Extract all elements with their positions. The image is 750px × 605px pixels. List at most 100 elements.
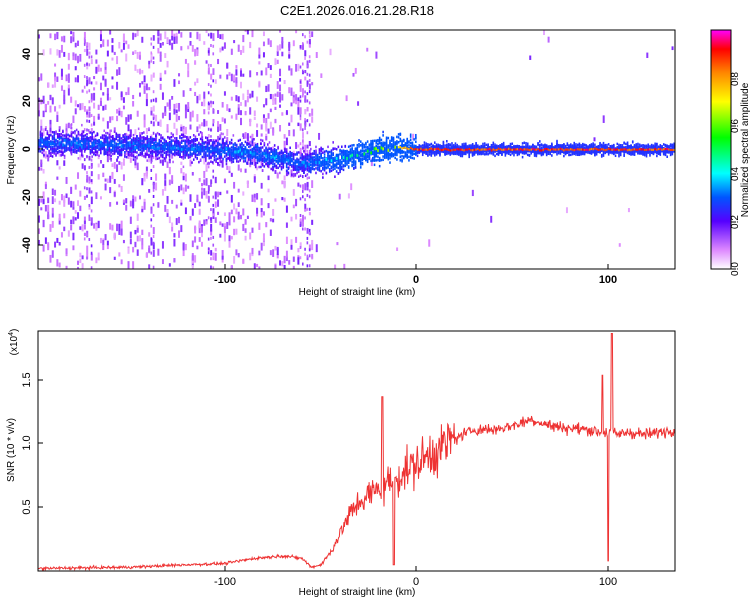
spectrogram-cell [164, 111, 167, 117]
spectrogram-cell [165, 147, 167, 151]
spectrogram-cell [385, 138, 388, 142]
spectrogram-cell [285, 162, 288, 165]
spectrogram-cell [79, 53, 82, 62]
spectrogram-cell [337, 159, 340, 163]
spectrogram-cell [299, 114, 302, 118]
spectrogram-cell [280, 149, 283, 153]
spectrogram-cell [433, 152, 436, 156]
spectrogram-cell [207, 91, 210, 95]
spectrogram-cell [177, 144, 180, 148]
spectrogram-cell [60, 232, 63, 238]
spectrogram-cell [320, 73, 323, 78]
spectrogram-cell [132, 246, 135, 253]
spectrogram-cell [282, 157, 285, 161]
spectrogram-cell [99, 30, 102, 38]
spectrogram-cell [130, 154, 133, 157]
spectrogram-cell [187, 45, 190, 50]
spectrogram-cell [447, 148, 450, 151]
spectrogram-cell [353, 158, 355, 161]
spectrogram-cell [301, 94, 304, 98]
spectrogram-cell [153, 150, 155, 154]
spectrogram-cell [210, 265, 212, 269]
spectrogram-cell [273, 149, 276, 152]
spectrogram-cell [91, 151, 93, 154]
spectrogram-cell [203, 41, 206, 45]
spectrogram-cell [304, 167, 307, 170]
spectrogram-cell [392, 138, 395, 142]
spectrogram-cell [49, 224, 52, 232]
spectrogram-cell [308, 123, 311, 127]
spectrogram-cell [318, 169, 321, 172]
spectrogram-cell [210, 32, 213, 39]
spectrogram-cell [297, 162, 301, 166]
spectrogram-cell [237, 160, 240, 163]
spectrogram-cell [299, 245, 302, 249]
spectrogram-cell [65, 248, 68, 254]
spectrogram-cell [371, 139, 374, 143]
spectrogram-cell [349, 159, 352, 162]
spectrogram-cell [137, 144, 140, 147]
spectrogram-cell [201, 147, 204, 150]
spectrogram-cell [139, 51, 142, 56]
spectrogram-cell [125, 40, 128, 45]
spectrogram-cell [63, 51, 66, 57]
spectrogram-cell [58, 262, 61, 268]
spectrogram-cell [51, 207, 54, 214]
spectrogram-cell [118, 133, 121, 137]
spectrogram-cell [97, 252, 100, 258]
spectrogram-cell [97, 257, 100, 261]
spectrogram-cell [311, 180, 314, 188]
spectrogram-cell [192, 152, 195, 155]
spectrogram-cell [113, 144, 116, 147]
spectrogram-cell [244, 100, 247, 107]
spectrogram-cell [115, 132, 118, 135]
spectrogram-cell [427, 146, 429, 150]
spectrogram-cell [74, 147, 76, 150]
spectrogram-cell [213, 141, 216, 145]
spectrogram-cell [230, 152, 233, 156]
spectrogram-cell [97, 163, 100, 168]
spectrogram-cell [334, 264, 337, 269]
spectrogram-cell [65, 146, 68, 149]
spectrogram-cell [375, 151, 378, 155]
spectrogram-cell [244, 156, 247, 160]
spectrogram-cell [180, 32, 183, 38]
spectrogram-cell [325, 166, 328, 169]
spectrogram-cell [359, 157, 362, 160]
spectrogram-cell [292, 174, 295, 178]
spectrogram-cell [178, 115, 181, 121]
spectrogram-cell [254, 153, 257, 157]
spectrogram-cell [295, 30, 298, 34]
spectrogram-cell [106, 240, 109, 246]
spectrogram-cell [105, 131, 107, 135]
spectrogram-cell [68, 143, 71, 147]
spectrogram-cell [145, 252, 148, 258]
spectrogram-cell [144, 143, 147, 147]
spectrogram-cell [139, 195, 142, 200]
spectrogram-cell [253, 263, 256, 269]
spectrogram-cell [124, 151, 126, 154]
spectrogram-cell [310, 147, 312, 151]
spectrogram-cell [394, 150, 396, 154]
spectrogram-cell [289, 154, 291, 158]
spectrogram-cell [358, 155, 360, 158]
spectrogram-cell [346, 154, 348, 157]
spectrogram-cell [82, 147, 85, 150]
spectrogram-cell [370, 139, 372, 143]
spectrogram-cell [54, 189, 57, 196]
spectrogram-cell [335, 159, 338, 162]
spectrogram-cell [361, 146, 364, 150]
spectrogram-cell [63, 99, 66, 105]
spectrogram-cell [136, 227, 139, 233]
spectrogram-cell [411, 156, 414, 160]
spectrogram-cell [315, 167, 317, 170]
spectrogram-cell [51, 138, 54, 141]
spectrogram-cell [409, 138, 412, 141]
spectrogram-cell [171, 153, 174, 159]
spectrogram-cell [232, 134, 235, 137]
spectrogram-cell [301, 165, 304, 169]
spectrogram-cell [168, 99, 171, 106]
spectrogram-cell [68, 141, 71, 145]
spectrogram-cell [205, 60, 208, 64]
spectrogram-cell [103, 134, 106, 137]
